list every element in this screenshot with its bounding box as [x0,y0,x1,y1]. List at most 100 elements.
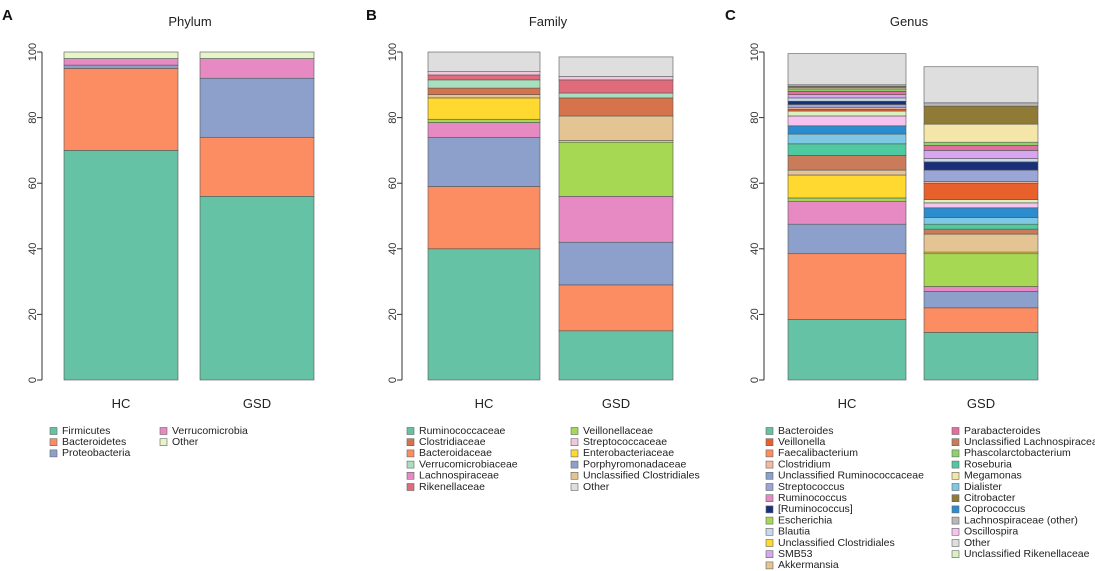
bar-segment [787,53,907,86]
legend-label: Proteobacteria [62,447,130,459]
legend-swatch [765,438,774,447]
bar-segment [923,217,1039,225]
bar-segment [923,105,1039,125]
bar-segment [427,248,541,381]
panel-letter: C [725,7,736,24]
y-tick-label: 0 [387,377,399,383]
panel-title: Phylum [168,14,211,29]
legend-swatch [765,483,774,491]
legend-swatch [951,483,960,491]
panel-letter: A [2,7,13,24]
legend-label: Porphyromonadaceae [583,458,686,470]
legend-label: Unclassified Clostridiales [583,470,700,482]
legend-swatch [159,427,168,435]
bar-segment [427,51,541,72]
bar-segment [558,284,674,332]
bar-segment [787,104,907,109]
bar-segment [199,196,315,381]
y-tick-label: 20 [387,308,399,320]
bar-segment [558,115,674,141]
panel-a: A Phylum 0 20 40 60 80 100 HC GSD FirmicutesBacter… [2,7,315,459]
legend-label: Parabacteroides [964,425,1040,437]
legend-swatch [406,471,415,480]
bar-segment [923,228,1039,235]
bar-segment [199,136,315,197]
y-tick-label: 20 [27,308,39,320]
y-tick-label: 40 [387,243,399,255]
legend-label: Dialister [964,481,1002,493]
legend-label: Escherichia [778,514,832,526]
bar-segment [923,182,1039,200]
y-tick-label: 100 [27,43,39,61]
bar-segment [787,110,907,117]
y-tick-label: 40 [27,243,39,255]
y-tick-label: 60 [387,177,399,189]
legend-swatch [159,438,168,447]
legend-swatch [765,427,774,435]
bar-segment [923,161,1039,171]
y-tick-label: 60 [27,177,39,189]
legend-swatch [406,483,415,491]
legend-label: Blautia [778,526,810,538]
legend-label: SMB53 [778,548,813,560]
bar-segment [63,58,179,66]
legend-swatch [570,460,579,469]
bar-segment [558,92,674,99]
legend-swatch [765,494,774,503]
bar-segment [558,196,674,243]
legend-swatch [765,561,774,570]
bar-segment [787,94,907,99]
bar-segment [923,150,1039,159]
legend-label: Streptococcus [778,481,845,493]
panel-c: C Genus 0 20 40 60 80 100 HC GSD BacteroidesVeillo… [725,7,1095,571]
legend-label: Bacteroides [778,425,833,437]
legend-label: Citrobacter [964,492,1016,504]
bar-segment [558,56,674,77]
legend-label: Other [172,436,199,448]
legend-swatch [765,539,774,547]
bar-segment [923,307,1039,333]
bar-segment [787,125,907,135]
legend-label: Faecalibacterium [778,447,858,459]
legend-swatch [570,483,579,491]
legend-label: Unclassified Clostridiales [778,537,895,549]
bar-segment [787,143,907,156]
bar-segment [558,97,674,117]
y-tick-label: 100 [749,43,761,61]
bar-segment [923,141,1039,146]
legend-swatch [570,427,579,435]
legend-label: Veillonellaceae [583,425,653,437]
bar-segment [923,102,1039,107]
bar-segment [923,169,1039,182]
y-tick-label: 80 [27,111,39,123]
legend-label: Unclassified Ruminococcaceae [778,470,924,482]
bar-segment [787,133,907,145]
panel-letter: B [366,7,377,24]
legend-swatch [951,438,960,447]
legend-swatch [951,539,960,547]
bar-segment [923,123,1039,143]
legend-swatch [765,527,774,536]
bar-segment [923,223,1039,230]
legend-label: Bacteroidetes [62,436,126,448]
bar-segment [427,74,541,81]
bar-segment [923,202,1039,209]
x-tick-label: HC [112,396,131,411]
legend-label: Oscillospira [964,526,1018,538]
bar-segment [558,79,674,94]
legend-label: Verrucomicrobia [172,425,248,437]
bar-segment [558,76,674,81]
bar-segment [63,68,179,151]
legend-label: Firmicutes [62,425,110,437]
bar-segment [787,197,907,202]
legend-label: Clostridium [778,458,831,470]
bar-segment [558,141,674,197]
y-tick-label: 60 [749,177,761,189]
bar-segment [199,58,315,79]
x-tick-label: HC [838,396,857,411]
panel-b: B Family 0 20 40 60 80 100 HC GSD RuminococcaceaeC… [366,7,700,493]
legend-swatch [951,505,960,514]
legend-swatch [765,505,774,514]
legend-swatch [765,460,774,469]
legend-swatch [765,516,774,525]
